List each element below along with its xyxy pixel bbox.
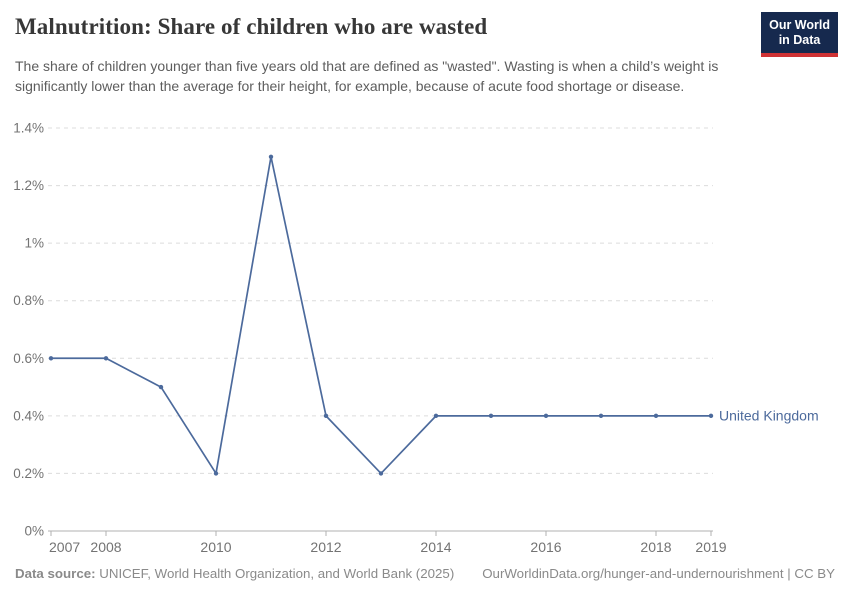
- data-point-2015: [488, 413, 494, 419]
- data-point-2012: [323, 413, 329, 419]
- data-point-2011: [268, 154, 274, 159]
- x-tick-label-2012: 2012: [310, 539, 341, 555]
- x-tick-label-2018: 2018: [640, 539, 671, 555]
- data-source-label: Data source:: [15, 566, 96, 581]
- owid-logo: Our World in Data: [761, 12, 838, 57]
- y-tick-label: 1.4%: [13, 121, 44, 136]
- data-point-2014: [433, 413, 439, 419]
- x-tick-label-2014: 2014: [420, 539, 451, 555]
- license-text: OurWorldinData.org/hunger-and-undernouri…: [482, 566, 835, 581]
- owid-logo-line2: in Data: [778, 33, 821, 47]
- data-point-2009: [158, 384, 164, 390]
- chart-line: [51, 155, 711, 475]
- x-tick-label-2019: 2019: [695, 539, 726, 555]
- data-point-2010: [213, 471, 219, 476]
- y-tick-label: 0.8%: [13, 293, 44, 308]
- y-tick-label: 1%: [24, 236, 44, 251]
- x-tick-label-2007: 2007: [49, 539, 80, 555]
- data-point-2019: [708, 413, 714, 419]
- y-tick-label: 1.2%: [13, 178, 44, 193]
- data-point-2008: [103, 356, 109, 361]
- data-point-2007: [48, 356, 54, 361]
- y-tick-label: 0%: [24, 524, 44, 539]
- chart-subtitle: The share of children younger than five …: [15, 58, 719, 95]
- data-source-value: UNICEF, World Health Organization, and W…: [95, 566, 455, 581]
- y-tick-label: 0.4%: [13, 408, 44, 423]
- data-point-2013: [378, 471, 384, 476]
- page-title: Malnutrition: Share of children who are …: [15, 14, 488, 39]
- series-label: United Kingdom: [719, 407, 819, 423]
- y-tick-label: 0.6%: [13, 351, 44, 366]
- data-point-2017: [598, 413, 604, 419]
- chart-footer: Data source: UNICEF, World Health Organi…: [15, 566, 835, 581]
- y-tick-label: 0.2%: [13, 466, 44, 481]
- x-tick-label-2008: 2008: [90, 539, 121, 555]
- data-point-2016: [543, 413, 549, 419]
- x-tick-label-2016: 2016: [530, 539, 561, 555]
- data-source-text: Data source: UNICEF, World Health Organi…: [15, 566, 454, 581]
- line-chart-svg: 0% 0.2% 0.4% 0.6% 0.8% 1% 1.2% 1.4% 2007 2008 2010…: [13, 121, 819, 556]
- x-tick-label-2010: 2010: [200, 539, 231, 555]
- data-point-2018: [653, 413, 659, 419]
- owid-logo-line1: Our World: [769, 18, 830, 32]
